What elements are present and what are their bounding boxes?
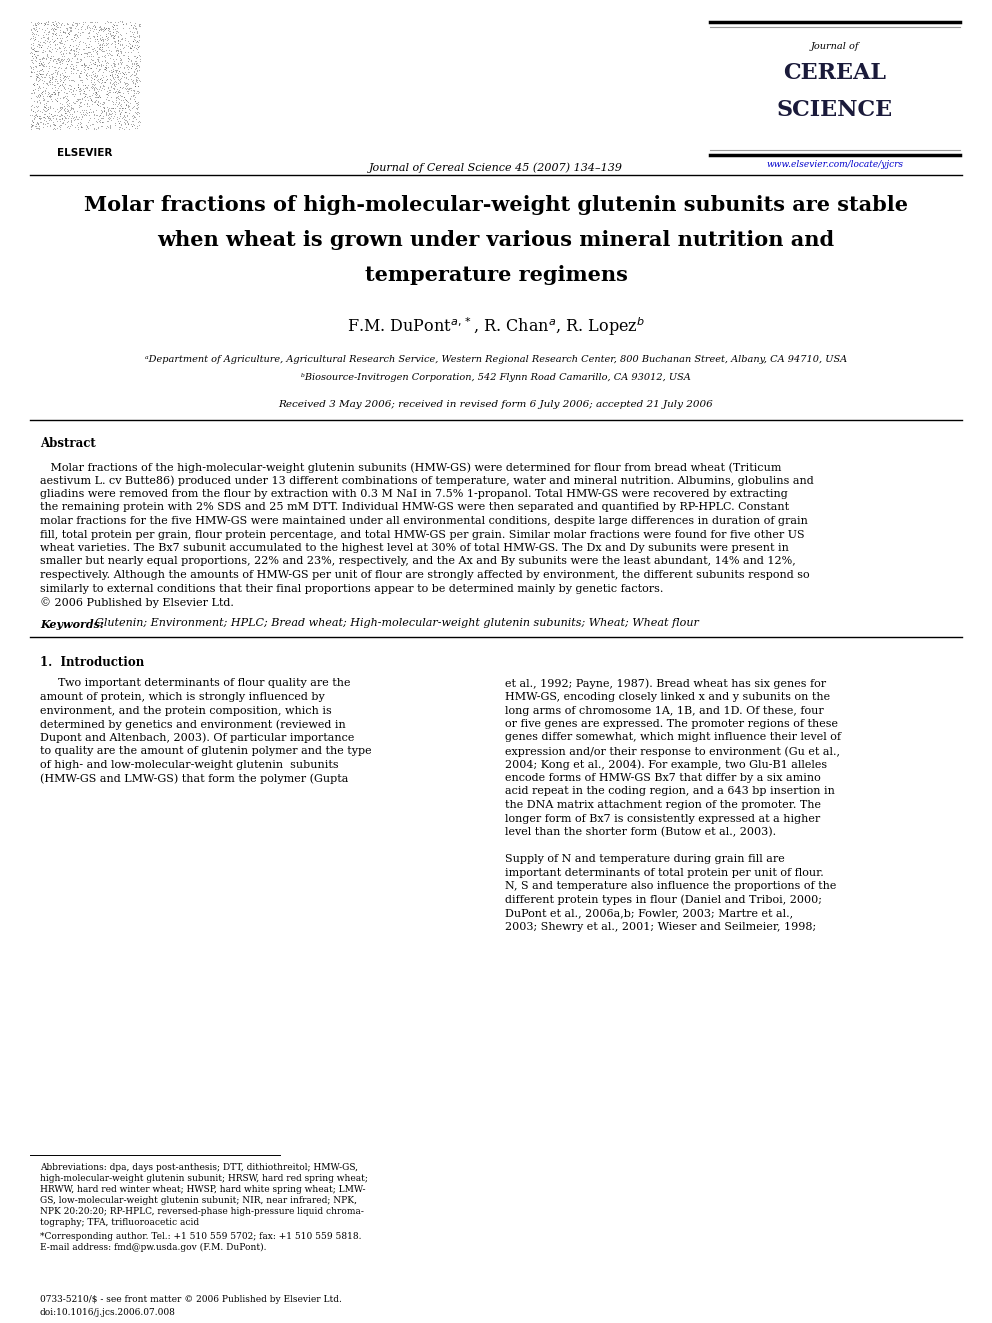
Text: longer form of Bx7 is consistently expressed at a higher: longer form of Bx7 is consistently expre… — [505, 814, 820, 823]
Text: Keywords:: Keywords: — [40, 618, 104, 630]
Text: 2004; Kong et al., 2004). For example, two Glu-B1 alleles: 2004; Kong et al., 2004). For example, t… — [505, 759, 827, 770]
Text: Molar fractions of the high-molecular-weight glutenin subunits (HMW-GS) were det: Molar fractions of the high-molecular-we… — [40, 462, 782, 472]
Text: molar fractions for the five HMW-GS were maintained under all environmental cond: molar fractions for the five HMW-GS were… — [40, 516, 807, 527]
Text: amount of protein, which is strongly influenced by: amount of protein, which is strongly inf… — [40, 692, 324, 703]
Text: long arms of chromosome 1A, 1B, and 1D. Of these, four: long arms of chromosome 1A, 1B, and 1D. … — [505, 705, 823, 716]
Text: ᵃDepartment of Agriculture, Agricultural Research Service, Western Regional Rese: ᵃDepartment of Agriculture, Agricultural… — [145, 355, 847, 364]
Text: smaller but nearly equal proportions, 22% and 23%, respectively, and the Ax and : smaller but nearly equal proportions, 22… — [40, 557, 796, 566]
Text: Dupont and Altenbach, 2003). Of particular importance: Dupont and Altenbach, 2003). Of particul… — [40, 733, 354, 744]
Text: ᵇBiosource-Invitrogen Corporation, 542 Flynn Road Camarillo, CA 93012, USA: ᵇBiosource-Invitrogen Corporation, 542 F… — [302, 373, 690, 382]
Text: fill, total protein per grain, flour protein percentage, and total HMW-GS per gr: fill, total protein per grain, flour pro… — [40, 529, 805, 540]
Text: wheat varieties. The Bx7 subunit accumulated to the highest level at 30% of tota: wheat varieties. The Bx7 subunit accumul… — [40, 542, 789, 553]
Text: doi:10.1016/j.jcs.2006.07.008: doi:10.1016/j.jcs.2006.07.008 — [40, 1308, 176, 1316]
Text: gliadins were removed from the flour by extraction with 0.3 M NaI in 7.5% 1-prop: gliadins were removed from the flour by … — [40, 490, 788, 499]
Text: DuPont et al., 2006a,b; Fowler, 2003; Martre et al.,: DuPont et al., 2006a,b; Fowler, 2003; Ma… — [505, 908, 794, 918]
Text: temperature regimens: temperature regimens — [365, 265, 627, 284]
Text: similarly to external conditions that their final proportions appear to be deter: similarly to external conditions that th… — [40, 583, 664, 594]
Text: et al., 1992; Payne, 1987). Bread wheat has six genes for: et al., 1992; Payne, 1987). Bread wheat … — [505, 679, 826, 689]
Text: Abstract: Abstract — [40, 437, 96, 450]
Text: Journal of: Journal of — [810, 42, 859, 52]
Text: NPK 20:20:20; RP-HPLC, reversed-phase high-pressure liquid chroma-: NPK 20:20:20; RP-HPLC, reversed-phase hi… — [40, 1207, 364, 1216]
Text: Supply of N and temperature during grain fill are: Supply of N and temperature during grain… — [505, 855, 785, 864]
Text: Abbreviations: dpa, days post-anthesis; DTT, dithiothreitol; HMW-GS,: Abbreviations: dpa, days post-anthesis; … — [40, 1163, 358, 1172]
Text: 0733-5210/$ - see front matter © 2006 Published by Elsevier Ltd.: 0733-5210/$ - see front matter © 2006 Pu… — [40, 1295, 342, 1304]
Text: GS, low-molecular-weight glutenin subunit; NIR, near infrared; NPK,: GS, low-molecular-weight glutenin subuni… — [40, 1196, 357, 1205]
Text: different protein types in flour (Daniel and Triboi, 2000;: different protein types in flour (Daniel… — [505, 894, 822, 905]
Text: encode forms of HMW-GS Bx7 that differ by a six amino: encode forms of HMW-GS Bx7 that differ b… — [505, 773, 820, 783]
Text: expression and/or their response to environment (Gu et al.,: expression and/or their response to envi… — [505, 746, 840, 757]
Text: HRWW, hard red winter wheat; HWSP, hard white spring wheat; LMW-: HRWW, hard red winter wheat; HWSP, hard … — [40, 1185, 365, 1193]
Text: determined by genetics and environment (reviewed in: determined by genetics and environment (… — [40, 718, 346, 729]
Text: level than the shorter form (Butow et al., 2003).: level than the shorter form (Butow et al… — [505, 827, 776, 837]
Text: of high- and low-molecular-weight glutenin  subunits: of high- and low-molecular-weight gluten… — [40, 759, 338, 770]
Text: Two important determinants of flour quality are the: Two important determinants of flour qual… — [58, 679, 350, 688]
Text: (HMW-GS and LMW-GS) that form the polymer (Gupta: (HMW-GS and LMW-GS) that form the polyme… — [40, 773, 348, 783]
Text: E-mail address: fmd@pw.usda.gov (F.M. DuPont).: E-mail address: fmd@pw.usda.gov (F.M. Du… — [40, 1244, 267, 1252]
Text: Glutenin; Environment; HPLC; Bread wheat; High-molecular-weight glutenin subunit: Glutenin; Environment; HPLC; Bread wheat… — [95, 618, 699, 628]
Text: www.elsevier.com/locate/yjcrs: www.elsevier.com/locate/yjcrs — [767, 160, 904, 169]
Text: aestivum L. cv Butte86) produced under 13 different combinations of temperature,: aestivum L. cv Butte86) produced under 1… — [40, 475, 813, 486]
Text: ELSEVIER: ELSEVIER — [58, 148, 113, 157]
Text: Received 3 May 2006; received in revised form 6 July 2006; accepted 21 July 2006: Received 3 May 2006; received in revised… — [279, 400, 713, 409]
Text: high-molecular-weight glutenin subunit; HRSW, hard red spring wheat;: high-molecular-weight glutenin subunit; … — [40, 1174, 368, 1183]
Text: respectively. Although the amounts of HMW-GS per unit of flour are strongly affe: respectively. Although the amounts of HM… — [40, 570, 809, 579]
Text: when wheat is grown under various mineral nutrition and: when wheat is grown under various minera… — [158, 230, 834, 250]
Text: genes differ somewhat, which might influence their level of: genes differ somewhat, which might influ… — [505, 733, 841, 742]
Text: Journal of Cereal Science 45 (2007) 134–139: Journal of Cereal Science 45 (2007) 134–… — [369, 161, 623, 172]
Text: CEREAL: CEREAL — [784, 62, 887, 83]
Text: 1.  Introduction: 1. Introduction — [40, 656, 144, 669]
Text: N, S and temperature also influence the proportions of the: N, S and temperature also influence the … — [505, 881, 836, 890]
Text: © 2006 Published by Elsevier Ltd.: © 2006 Published by Elsevier Ltd. — [40, 597, 234, 607]
Text: environment, and the protein composition, which is: environment, and the protein composition… — [40, 705, 331, 716]
Text: F.M. DuPont$^{a,*}$, R. Chan$^{a}$, R. Lopez$^{b}$: F.M. DuPont$^{a,*}$, R. Chan$^{a}$, R. L… — [347, 315, 645, 337]
Text: to quality are the amount of glutenin polymer and the type: to quality are the amount of glutenin po… — [40, 746, 372, 755]
Text: Molar fractions of high-molecular-weight glutenin subunits are stable: Molar fractions of high-molecular-weight… — [84, 194, 908, 216]
Text: 2003; Shewry et al., 2001; Wieser and Seilmeier, 1998;: 2003; Shewry et al., 2001; Wieser and Se… — [505, 922, 816, 931]
Text: or five genes are expressed. The promoter regions of these: or five genes are expressed. The promote… — [505, 718, 838, 729]
Text: the remaining protein with 2% SDS and 25 mM DTT. Individual HMW-GS were then sep: the remaining protein with 2% SDS and 25… — [40, 503, 789, 512]
Text: tography; TFA, trifluoroacetic acid: tography; TFA, trifluoroacetic acid — [40, 1218, 199, 1226]
Text: acid repeat in the coding region, and a 643 bp insertion in: acid repeat in the coding region, and a … — [505, 786, 835, 796]
Text: important determinants of total protein per unit of flour.: important determinants of total protein … — [505, 868, 823, 877]
Text: SCIENCE: SCIENCE — [777, 99, 893, 120]
Text: HMW-GS, encoding closely linked x and y subunits on the: HMW-GS, encoding closely linked x and y … — [505, 692, 830, 703]
Text: the DNA matrix attachment region of the promoter. The: the DNA matrix attachment region of the … — [505, 800, 821, 810]
Text: *Corresponding author. Tel.: +1 510 559 5702; fax: +1 510 559 5818.: *Corresponding author. Tel.: +1 510 559 … — [40, 1232, 361, 1241]
